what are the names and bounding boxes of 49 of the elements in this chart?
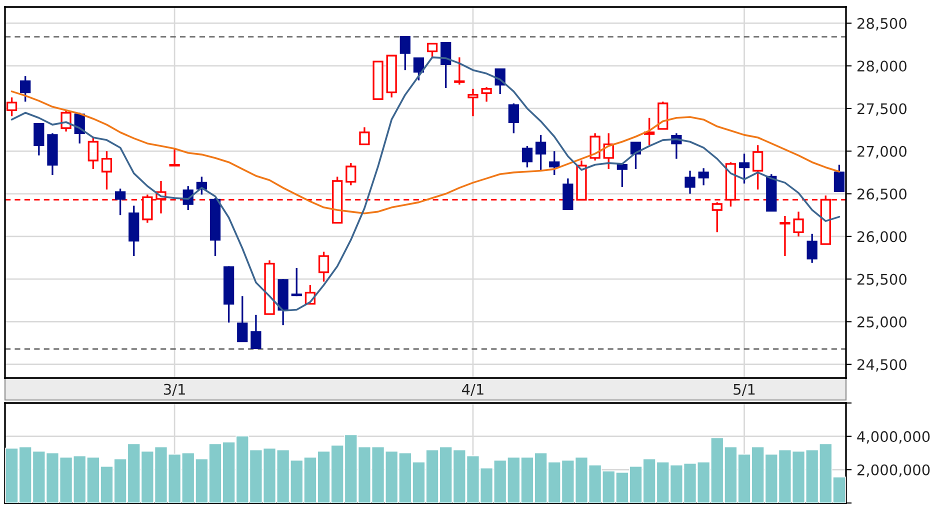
candlestick bbox=[454, 56, 465, 86]
y-tick-label: 27,000 bbox=[857, 146, 906, 158]
candlestick bbox=[318, 250, 330, 282]
candlestick bbox=[793, 210, 804, 238]
candlestick bbox=[101, 150, 112, 190]
candlestick bbox=[359, 126, 370, 146]
candlestick bbox=[20, 75, 31, 103]
y-tick-label: 26,500 bbox=[857, 188, 906, 202]
candlestick bbox=[684, 170, 696, 195]
candlestick bbox=[88, 136, 98, 170]
candlestick bbox=[346, 162, 356, 186]
candlestick bbox=[6, 96, 18, 118]
candlestick bbox=[522, 145, 533, 168]
y-tick-label: 26,000 bbox=[857, 231, 906, 244]
y-tick-label: 2,000,000 bbox=[857, 464, 930, 477]
candlestick bbox=[644, 117, 655, 146]
candlestick bbox=[481, 86, 492, 103]
x-tick-label: 4/1 bbox=[462, 384, 484, 396]
candlestick bbox=[698, 167, 709, 186]
x-tick-label: 3/1 bbox=[164, 384, 185, 396]
y-tick-label: 25,000 bbox=[857, 316, 906, 329]
candlestick bbox=[250, 314, 262, 350]
candlestick bbox=[590, 132, 600, 162]
candlestick bbox=[780, 215, 790, 257]
candlestick bbox=[834, 164, 845, 192]
candlestick bbox=[413, 57, 424, 82]
candlestick bbox=[34, 122, 44, 156]
candlestick bbox=[400, 36, 410, 71]
candlestick bbox=[114, 188, 126, 216]
candlestick bbox=[508, 102, 519, 134]
candlestick bbox=[169, 148, 180, 166]
y-tick-label: 28,500 bbox=[857, 18, 906, 30]
y-tick-label: 27,500 bbox=[857, 103, 906, 116]
x-tick-label: 5/1 bbox=[734, 384, 755, 396]
candlestick bbox=[535, 134, 546, 171]
candlestick bbox=[291, 267, 302, 297]
y-tick-label: 24,500 bbox=[857, 359, 906, 372]
candlestick bbox=[440, 42, 452, 89]
y-tick-label: 25,500 bbox=[857, 274, 906, 286]
candlestick bbox=[738, 152, 750, 184]
y-tick-label: 28,000 bbox=[857, 60, 906, 74]
candlestick bbox=[426, 42, 438, 58]
candlestick bbox=[806, 233, 818, 264]
candlestick bbox=[712, 201, 722, 233]
candlestick bbox=[752, 144, 764, 190]
y-tick-label: 4,000,000 bbox=[857, 431, 930, 444]
candlestick bbox=[237, 295, 248, 342]
candlestick bbox=[468, 88, 478, 118]
candlestick bbox=[549, 150, 560, 176]
